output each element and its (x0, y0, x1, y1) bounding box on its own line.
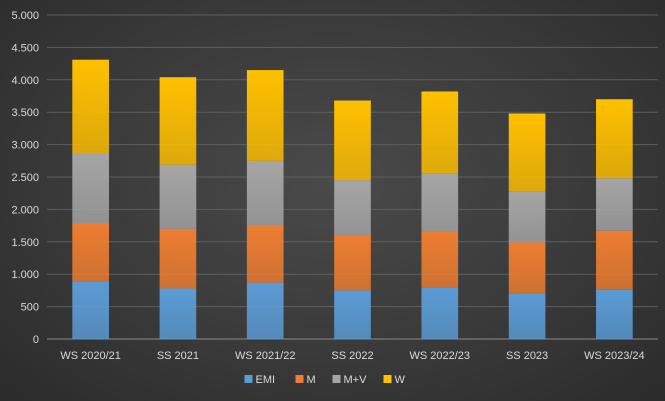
bar-segment-m (246, 224, 284, 283)
legend-label: M+V (344, 374, 368, 386)
y-tick-label: 4.000 (11, 75, 39, 87)
legend-swatch (332, 375, 341, 383)
legend-swatch (295, 375, 304, 383)
bar-segment-m-plus-v (72, 153, 109, 224)
y-tick-label: 1.500 (11, 237, 39, 249)
bar-segment-m-plus-v (596, 178, 633, 231)
bar-segment-emi (159, 288, 197, 339)
bar-segment-m-plus-v (159, 164, 197, 229)
bar-segment-w (596, 99, 633, 179)
bar-segment-emi (421, 287, 459, 339)
bar-segment-emi (72, 281, 109, 339)
legend-label: EMI (256, 374, 276, 386)
x-tick-label: WS 2021/22 (235, 350, 296, 362)
bar-segment-w (72, 59, 109, 154)
x-tick-label: SS 2023 (506, 350, 548, 362)
bar-segment-w (508, 113, 546, 192)
y-tick-label: 2.000 (11, 204, 39, 216)
bar-segment-m (159, 228, 197, 289)
bars (72, 59, 633, 339)
y-tick-label: 2.500 (11, 172, 39, 184)
y-tick-label: 4.500 (11, 42, 39, 54)
x-tick-label: SS 2021 (157, 350, 199, 362)
legend-label: W (395, 374, 406, 386)
x-tick-label: WS 2023/24 (584, 350, 645, 362)
bar-segment-m-plus-v (334, 180, 371, 236)
bar-segment-m-plus-v (421, 173, 459, 232)
legend: EMI M M+V W (244, 374, 406, 386)
x-tick-label: WS 2022/23 (410, 350, 471, 362)
bar-segment-w (421, 91, 459, 174)
x-tick-label: SS 2022 (331, 350, 373, 362)
bar-segment-m-plus-v (508, 191, 546, 243)
y-tick-label: 0 (33, 334, 39, 346)
legend-swatch (244, 375, 253, 383)
bar-segment-m (508, 242, 546, 294)
bar-segment-m (334, 235, 371, 291)
bar-segment-w (334, 100, 371, 181)
y-tick-label: 3.000 (11, 140, 39, 152)
bar-segment-w (246, 70, 284, 161)
bar-segment-emi (334, 290, 371, 339)
x-tick-label: WS 2020/21 (60, 350, 121, 362)
y-tick-label: 1.000 (11, 269, 39, 281)
legend-label: M (307, 374, 316, 386)
legend-swatch (383, 375, 392, 383)
bar-segment-emi (596, 289, 633, 339)
y-tick-label: 5.000 (11, 10, 39, 22)
bar-segment-w (159, 77, 197, 165)
y-tick-label: 500 (21, 302, 39, 314)
y-tick-label: 3.500 (11, 107, 39, 119)
bar-segment-m (421, 231, 459, 288)
bar-segment-m (72, 223, 109, 282)
bar-segment-emi (508, 293, 546, 339)
bar-segment-emi (246, 282, 284, 339)
axes: 0 500 1.000 1.500 2.000 2.500 3.000 3.500 4.000 4… (11, 10, 644, 362)
bar-segment-m (596, 230, 633, 290)
bar-segment-m-plus-v (246, 160, 284, 225)
